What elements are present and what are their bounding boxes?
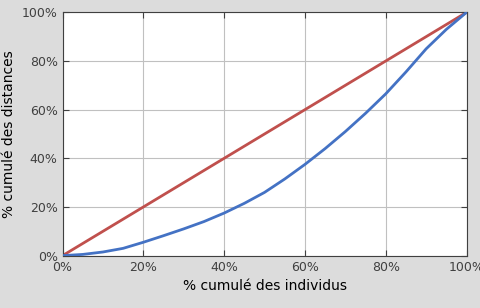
Y-axis label: % cumulé des distances: % cumulé des distances (2, 50, 16, 218)
X-axis label: % cumulé des individus: % cumulé des individus (182, 279, 346, 293)
